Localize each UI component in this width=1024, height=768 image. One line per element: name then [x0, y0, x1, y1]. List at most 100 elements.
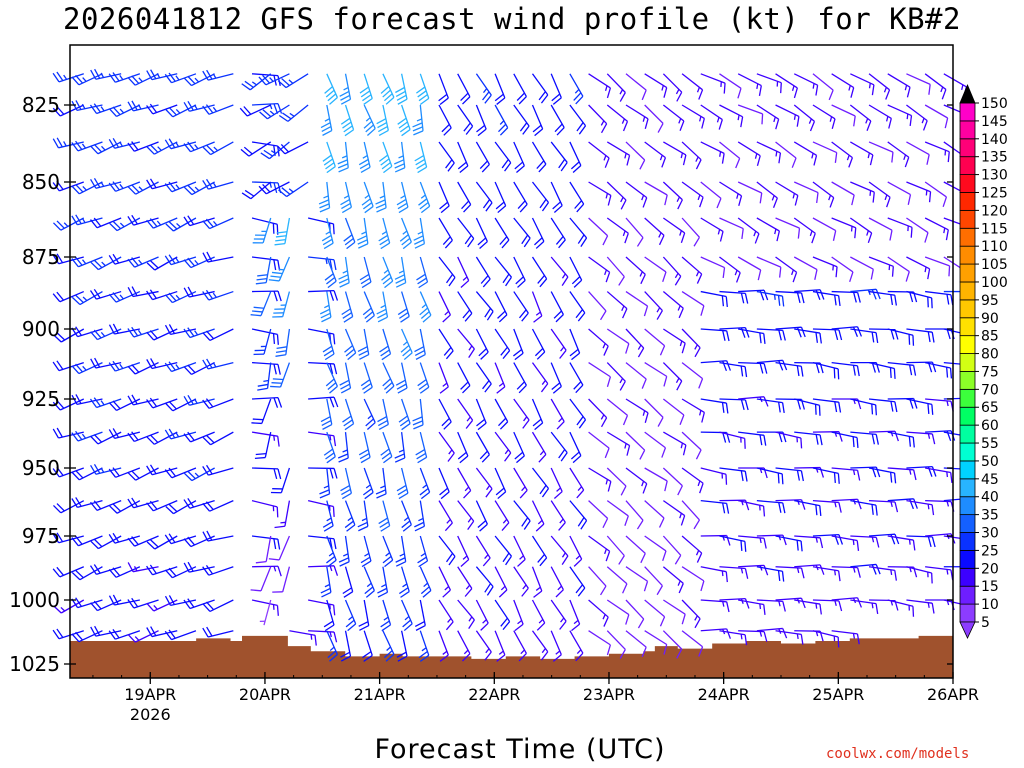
barb-half-feather	[538, 618, 544, 624]
barb-staff	[662, 500, 686, 517]
colorbar-label: 40	[981, 490, 999, 506]
barb-feather	[442, 236, 451, 246]
barb-staff	[569, 500, 588, 521]
barb-feather	[343, 125, 353, 133]
barb-feather	[481, 454, 490, 463]
barb-staff	[115, 181, 141, 192]
barb-feather	[618, 276, 625, 286]
barb-feather	[871, 362, 876, 373]
barb-feather	[378, 423, 389, 431]
barb-feather	[187, 101, 194, 111]
wind-barb	[202, 398, 234, 409]
barb-feather	[763, 396, 769, 407]
barb-feather	[71, 365, 80, 375]
barb-feather	[838, 600, 843, 612]
colorbar-box	[959, 567, 976, 587]
wind-barb	[569, 181, 585, 213]
barb-staff	[700, 141, 725, 154]
barb-feather	[721, 153, 725, 164]
barb-staff	[344, 181, 353, 208]
wind-barb	[89, 564, 122, 575]
barb-half-feather	[176, 222, 181, 228]
barb-feather	[819, 289, 825, 300]
wind-barb	[775, 73, 798, 99]
barb-feather	[763, 289, 769, 301]
barb-feather	[891, 152, 894, 163]
barb-feather	[659, 616, 666, 627]
barb-staff	[513, 141, 525, 166]
barb-staff	[252, 181, 279, 184]
barb-feather	[819, 505, 822, 517]
barb-feather	[329, 653, 338, 662]
barb-feather	[395, 282, 406, 288]
wind-barb	[90, 500, 122, 511]
barb-half-feather	[465, 584, 471, 590]
barb-staff	[170, 328, 197, 336]
wind-barb	[700, 141, 725, 164]
barb-staff	[457, 141, 469, 167]
barb-half-feather	[605, 479, 609, 485]
wind-barb	[700, 256, 726, 279]
wind-barb	[202, 141, 234, 156]
wind-barb	[240, 141, 272, 157]
barb-staff	[209, 599, 234, 612]
barb-staff	[285, 328, 291, 355]
barb-feather	[555, 314, 564, 323]
barb-staff	[662, 104, 685, 122]
barb-feather	[606, 376, 612, 387]
barb-feather	[516, 381, 525, 390]
barb-feather	[52, 254, 60, 265]
wind-barb	[475, 599, 489, 631]
barb-half-feather	[420, 194, 426, 199]
wind-barb	[356, 217, 369, 249]
wind-barb	[438, 431, 455, 462]
barb-feather	[626, 445, 631, 456]
barb-staff	[401, 500, 412, 525]
barb-feather	[484, 651, 492, 661]
barb-feather	[849, 271, 854, 283]
barb-staff	[550, 566, 564, 590]
wind-barb	[278, 104, 309, 122]
barb-staff	[251, 599, 278, 607]
wind-barb	[322, 141, 336, 174]
barb-feather	[165, 506, 174, 515]
wind-barb	[625, 362, 647, 389]
barb-feather	[515, 276, 524, 285]
barb-staff	[569, 256, 583, 281]
barb-half-feather	[347, 516, 353, 522]
barb-feather	[112, 360, 120, 371]
wind-barb	[89, 288, 122, 300]
barb-feather	[146, 436, 155, 445]
barb-feather	[482, 278, 491, 288]
barb-staff	[152, 290, 178, 301]
barb-feather	[620, 485, 627, 496]
barb-staff	[209, 328, 234, 341]
wind-barb	[308, 599, 336, 616]
wind-barb	[251, 361, 281, 375]
barb-feather	[357, 239, 368, 245]
barb-staff	[133, 500, 159, 509]
wind-barb	[202, 500, 234, 512]
wind-barb	[662, 217, 686, 244]
barb-feather	[276, 231, 288, 234]
barb-half-feather	[442, 382, 448, 387]
barb-feather	[516, 165, 525, 174]
barb-half-feather	[468, 616, 473, 622]
wind-barb	[625, 328, 645, 358]
credit-text[interactable]: coolwx.com/models	[826, 746, 970, 762]
barb-half-feather	[602, 614, 606, 620]
barb-feather	[618, 555, 625, 565]
barb-feather	[664, 480, 668, 492]
barb-feather	[439, 201, 449, 210]
barb-feather	[146, 502, 154, 512]
barb-staff	[363, 181, 374, 207]
barb-feather	[521, 587, 529, 597]
wind-barb	[275, 328, 291, 357]
barb-half-feather	[367, 414, 373, 420]
barb-feather	[241, 192, 252, 200]
wind-barb	[644, 500, 665, 528]
barb-feather	[164, 324, 172, 335]
barb-feather	[518, 653, 527, 662]
barb-staff	[868, 361, 895, 370]
wind-barb	[438, 500, 453, 532]
